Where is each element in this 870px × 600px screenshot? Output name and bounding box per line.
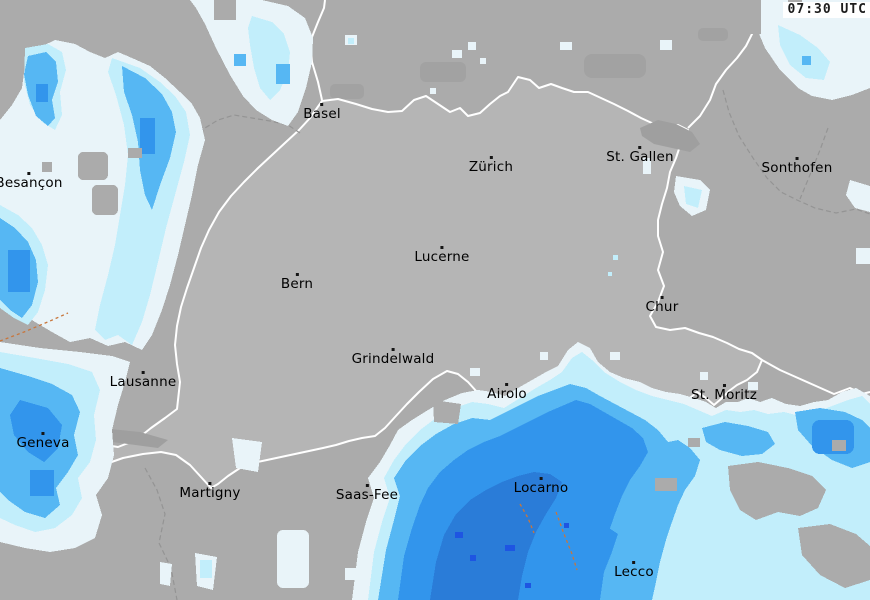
city-dot-icon bbox=[660, 296, 664, 299]
city-label: St. Gallen bbox=[606, 149, 674, 165]
city-dot-icon bbox=[489, 156, 493, 159]
city-marker-lausanne[interactable]: Lausanne bbox=[110, 371, 177, 389]
city-marker-basel[interactable]: Basel bbox=[303, 103, 341, 121]
city-marker-bern[interactable]: Bern bbox=[281, 273, 313, 291]
city-dot-icon bbox=[632, 561, 636, 564]
city-marker-st-moritz[interactable]: St. Moritz bbox=[691, 384, 757, 402]
city-dot-icon bbox=[295, 273, 299, 276]
city-dot-icon bbox=[539, 477, 543, 480]
city-dot-icon bbox=[795, 157, 799, 160]
timestamp-badge: 07:30 UTC bbox=[782, 2, 870, 18]
city-label: Saas-Fee bbox=[335, 487, 399, 503]
road-lines bbox=[0, 312, 578, 571]
terrain-shade-patches bbox=[330, 28, 728, 99]
city-label: Airolo bbox=[487, 386, 527, 402]
city-dot-icon bbox=[365, 484, 369, 487]
city-label: Basel bbox=[303, 106, 341, 122]
city-dot-icon bbox=[41, 432, 45, 435]
city-marker-chur[interactable]: Chur bbox=[646, 296, 679, 314]
city-label: Bern bbox=[280, 276, 314, 292]
rain-layer-extreme bbox=[455, 523, 569, 588]
city-marker-grindelwald[interactable]: Grindelwald bbox=[352, 348, 435, 366]
city-label: Locarno bbox=[513, 480, 569, 496]
city-marker-sonthofen[interactable]: Sonthofen bbox=[762, 157, 833, 175]
city-marker-airolo[interactable]: Airolo bbox=[487, 383, 527, 401]
city-marker-besancon[interactable]: Besançon bbox=[0, 172, 63, 190]
city-label: Chur bbox=[645, 299, 679, 315]
city-label: Lucerne bbox=[414, 249, 470, 265]
city-dot-icon bbox=[722, 384, 726, 387]
city-label: Grindelwald bbox=[351, 351, 435, 367]
city-marker-zurich[interactable]: Zürich bbox=[469, 156, 513, 174]
city-marker-lucerne[interactable]: Lucerne bbox=[414, 246, 469, 264]
lake-constance bbox=[640, 120, 700, 152]
city-marker-lecco[interactable]: Lecco bbox=[614, 561, 654, 579]
city-label: Zürich bbox=[468, 159, 514, 175]
city-label: Lausanne bbox=[109, 374, 177, 390]
city-dot-icon bbox=[141, 371, 145, 374]
city-dot-icon bbox=[27, 172, 31, 175]
city-dot-icon bbox=[208, 482, 212, 485]
city-marker-martigny[interactable]: Martigny bbox=[179, 482, 240, 500]
city-label: Martigny bbox=[179, 485, 241, 501]
dry-gap-patches bbox=[42, 0, 870, 588]
city-label: Lecco bbox=[614, 564, 654, 580]
city-marker-geneva[interactable]: Geneva bbox=[16, 432, 69, 450]
city-label: Geneva bbox=[16, 435, 70, 451]
city-dot-icon bbox=[320, 103, 324, 106]
city-marker-saas-fee[interactable]: Saas-Fee bbox=[336, 484, 398, 502]
city-marker-locarno[interactable]: Locarno bbox=[514, 477, 569, 495]
city-marker-st-gallen[interactable]: St. Gallen bbox=[606, 146, 674, 164]
city-dot-icon bbox=[638, 146, 642, 149]
rain-layer-intense bbox=[430, 472, 562, 600]
city-label: Besançon bbox=[0, 175, 63, 191]
city-dot-icon bbox=[505, 383, 509, 386]
city-dot-icon bbox=[391, 348, 395, 351]
city-label: Sonthofen bbox=[761, 160, 833, 176]
city-dot-icon bbox=[440, 246, 444, 249]
city-label: St. Moritz bbox=[690, 387, 758, 403]
